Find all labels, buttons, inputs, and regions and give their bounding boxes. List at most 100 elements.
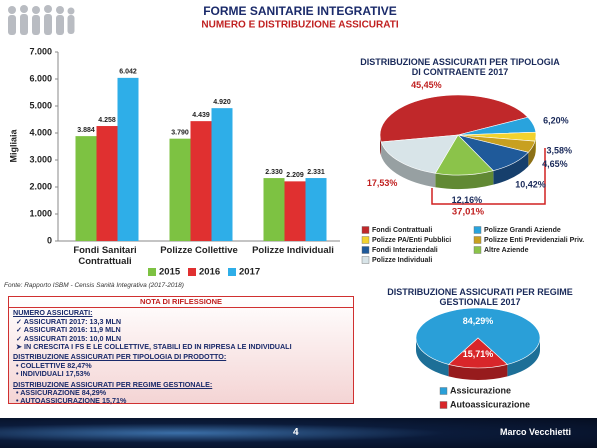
value-label: 6.042 xyxy=(119,69,137,76)
legend-swatch xyxy=(148,268,156,276)
note-item: • COLLETTIVE 82,47% xyxy=(16,360,92,370)
value-label: 84,29% xyxy=(463,316,494,326)
y-tick-label: 7.000 xyxy=(29,46,52,56)
value-label: 3.884 xyxy=(77,127,95,134)
annotation: 37,01% xyxy=(452,207,485,218)
note-title: NOTA DI RIFLESSIONE xyxy=(9,297,353,309)
note-item: • INDIVIDUALI 17,53% xyxy=(16,369,91,379)
y-tick-label: 2.000 xyxy=(29,181,52,191)
pie-slice xyxy=(434,134,494,176)
legend-swatch xyxy=(473,226,482,234)
y-tick-label: 6.000 xyxy=(29,73,52,83)
note-item: ✓ ASSICURATI 2015: 10,0 MLN xyxy=(16,333,122,343)
slice-side xyxy=(381,141,436,188)
slice-side xyxy=(448,364,508,380)
legend-swatch xyxy=(439,387,448,395)
y-axis-label: Migliaia xyxy=(8,129,18,163)
slice-side xyxy=(507,338,540,377)
note-heading: DISTRIBUZIONE ASSICURATI PER REGIME GEST… xyxy=(13,379,213,389)
value-label: 4.439 xyxy=(192,112,210,119)
x-tick-label: Polizze Collettive xyxy=(160,245,238,256)
legend-swatch xyxy=(228,268,236,276)
bar xyxy=(190,121,212,241)
legend-label: Altre Aziende xyxy=(484,247,529,254)
note-item: • AUTOASSICURAZIONE 15,71% xyxy=(16,396,127,406)
slice-side xyxy=(493,152,529,185)
value-label: 12,16% xyxy=(452,195,483,205)
note-heading: DISTRIBUZIONE ASSICURATI PER TIPOLOGIA D… xyxy=(13,352,227,362)
slice-side xyxy=(416,338,449,377)
legend-label: 2015 xyxy=(159,267,181,278)
x-tick-label: Fondi Sanitari Contrattuali xyxy=(73,245,137,267)
legend-label: Fondi Contrattuali xyxy=(372,227,432,234)
value-label: 45,45% xyxy=(411,80,442,90)
value-label: 3,58% xyxy=(547,146,573,156)
legend-label: 2017 xyxy=(239,267,260,278)
pie-slice xyxy=(415,307,541,365)
legend-label: Assicurazione xyxy=(450,385,511,395)
note-item: • ASSICURAZIONE 84,29% xyxy=(16,388,107,398)
legend-swatch xyxy=(361,246,370,254)
legend-swatch xyxy=(361,236,370,244)
value-label: 15,71% xyxy=(463,349,494,359)
value-label: 17,53% xyxy=(367,178,398,188)
slice-side xyxy=(380,135,382,156)
legend-label: Polizze Grandi Aziende xyxy=(484,227,561,234)
legend-swatch xyxy=(361,256,370,264)
y-tick-label: 1.000 xyxy=(29,208,52,218)
header-icon xyxy=(8,5,75,35)
source: Fonte: Rapporto ISBM - Censis Sanità Int… xyxy=(4,282,184,289)
legend-label: Polizze Individuali xyxy=(372,257,432,264)
bar xyxy=(75,136,97,241)
title: FORME SANITARIE INTEGRATIVE xyxy=(203,4,397,18)
bar xyxy=(284,181,306,241)
bar xyxy=(211,108,233,241)
legend-label: 2016 xyxy=(199,267,220,278)
legend-swatch xyxy=(361,226,370,234)
value-label: 6,20% xyxy=(543,116,569,126)
pie-slice xyxy=(379,94,529,143)
author: Marco Vecchietti xyxy=(500,427,572,437)
footer: 4 Marco Vecchietti xyxy=(0,418,597,448)
bar xyxy=(305,178,327,241)
page-number: 4 xyxy=(293,427,299,438)
value-label: 2.331 xyxy=(307,169,325,176)
value-label: 4.258 xyxy=(98,117,116,124)
legend-label: Fondi Interaziendali xyxy=(372,247,438,254)
bar xyxy=(96,126,118,241)
value-label: 4,65% xyxy=(542,159,568,169)
legend-swatch xyxy=(473,246,482,254)
legend-swatch xyxy=(439,401,448,409)
subtitle: NUMERO E DISTRIBUZIONE ASSICURATI xyxy=(201,20,398,31)
note-item: ✓ ASSICURATI 2016: 11,9 MLN xyxy=(16,325,121,335)
legend-label: Autoassicurazione xyxy=(450,399,530,409)
y-tick-label: 5.000 xyxy=(29,100,52,110)
legend-label: Polizze PA/Enti Pubblici xyxy=(372,237,451,244)
legend-swatch xyxy=(473,236,482,244)
value-label: 2.209 xyxy=(286,172,304,179)
note-box: NOTA DI RIFLESSIONE NUMERO ASSICURATI: ✓ A… xyxy=(8,296,354,406)
value-label: 3.790 xyxy=(171,130,189,137)
pie-slice xyxy=(380,134,459,174)
x-tick-label: Polizze Individuali xyxy=(252,245,334,256)
y-tick-label: 4.000 xyxy=(29,127,52,137)
slice-side xyxy=(435,170,494,190)
legend-swatch xyxy=(188,268,196,276)
note-item: ✓ ASSICURATI 2017: 13,3 MLN xyxy=(16,316,122,326)
pie-slice xyxy=(448,337,508,369)
value-label: 10,42% xyxy=(515,180,546,190)
slice-side xyxy=(535,135,536,156)
bracket xyxy=(431,148,546,205)
note-heading: NUMERO ASSICURATI: xyxy=(13,308,93,318)
chart-title: DISTRIBUZIONE ASSICURATI PER TIPOLOGIA D… xyxy=(360,57,560,77)
value-label: 2.330 xyxy=(265,169,283,176)
bar xyxy=(263,178,285,241)
legend-label: Polizze Enti Previdenziali Priv. xyxy=(484,237,584,244)
chart-title: DISTRIBUZIONE ASSICURATI PER REGIME GEST… xyxy=(387,287,573,307)
note-item: ➤ IN CRESCITA I FS E LE COLLETTIVE, STAB… xyxy=(16,342,292,352)
bar xyxy=(117,77,139,241)
bar xyxy=(169,138,191,241)
value-label: 4.920 xyxy=(213,99,231,106)
